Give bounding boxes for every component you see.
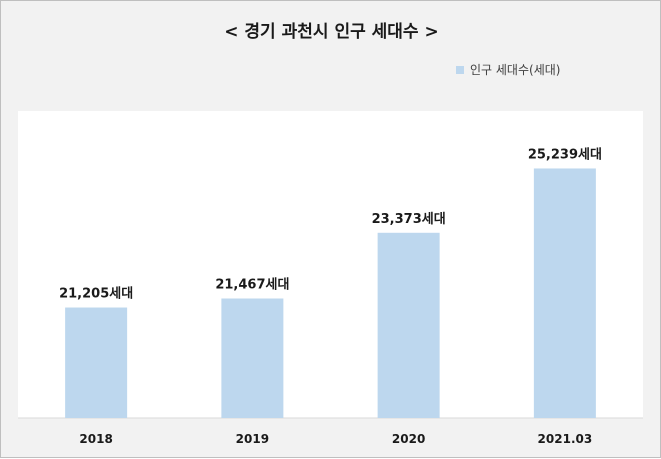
legend-swatch [456, 65, 464, 74]
bar-2021.03 [533, 168, 596, 418]
bar-2020 [377, 232, 440, 418]
chart-legend: 인구 세대수(세대) [456, 61, 560, 78]
x-tick-label-2019: 2019 [236, 432, 269, 446]
bar-2018 [65, 307, 128, 418]
data-label-2018: 21,205세대 [59, 287, 133, 302]
x-tick-label-2018: 2018 [79, 432, 112, 446]
data-label-2019: 21,467세대 [215, 277, 289, 292]
x-tick-label-2020: 2020 [392, 432, 425, 446]
legend-label: 인구 세대수(세대) [470, 63, 561, 77]
x-tick-label-2021.03: 2021.03 [538, 432, 593, 446]
bar-2019 [221, 298, 284, 418]
chart-title: < 경기 과천시 인구 세대수 > [224, 22, 439, 42]
data-label-2021.03: 25,239세대 [528, 147, 602, 162]
data-label-2020: 23,373세대 [372, 212, 446, 227]
